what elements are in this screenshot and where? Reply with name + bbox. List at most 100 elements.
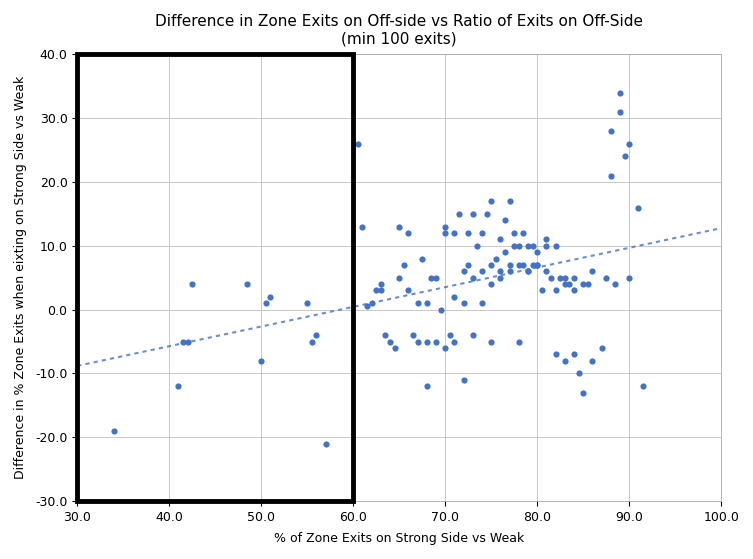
Point [559, 356, 571, 365]
Point [559, 273, 571, 282]
Point [522, 267, 534, 276]
Point [242, 280, 254, 288]
Point [531, 260, 543, 269]
Point [172, 382, 184, 391]
Point [541, 267, 553, 276]
Point [508, 241, 520, 250]
Point [563, 280, 575, 288]
Point [578, 280, 590, 288]
Point [453, 210, 465, 219]
Point [504, 260, 516, 269]
Point [554, 273, 566, 282]
Point [412, 299, 424, 307]
Point [181, 337, 194, 346]
Point [587, 356, 599, 365]
Point [430, 337, 442, 346]
Point [572, 369, 584, 378]
Point [513, 260, 525, 269]
Point [541, 241, 553, 250]
Point [416, 254, 428, 263]
Point [439, 222, 451, 231]
Point [637, 382, 649, 391]
Point [485, 337, 497, 346]
Point [536, 286, 548, 295]
Point [513, 241, 525, 250]
Point [618, 152, 630, 161]
Point [526, 241, 538, 250]
Point [499, 248, 511, 257]
Point [623, 139, 636, 148]
Point [508, 229, 520, 238]
Point [545, 273, 557, 282]
Point [614, 107, 626, 116]
Point [568, 273, 580, 282]
Point [458, 267, 470, 276]
Point [495, 267, 507, 276]
Point [596, 343, 608, 352]
Point [462, 229, 474, 238]
Point [517, 229, 529, 238]
Point [421, 382, 433, 391]
Point [407, 331, 419, 340]
Point [361, 302, 373, 311]
Point [375, 280, 387, 288]
Point [485, 280, 497, 288]
Point [476, 299, 488, 307]
Title: Difference in Zone Exits on Off-side vs Ratio of Exits on Off-Side
(min 100 exit: Difference in Zone Exits on Off-side vs … [155, 14, 643, 46]
Point [352, 139, 364, 148]
Point [108, 427, 120, 435]
Point [402, 286, 414, 295]
Point [384, 337, 396, 346]
Point [480, 210, 492, 219]
Point [421, 299, 433, 307]
Point [458, 299, 470, 307]
Point [412, 337, 424, 346]
Point [393, 222, 405, 231]
Point [568, 350, 580, 359]
Point [467, 331, 479, 340]
X-axis label: % of Zone Exits on Strong Side vs Weak: % of Zone Exits on Strong Side vs Weak [274, 532, 524, 545]
Point [467, 273, 479, 282]
Point [568, 286, 580, 295]
Point [356, 222, 368, 231]
Point [517, 260, 529, 269]
Point [310, 331, 322, 340]
Point [531, 260, 543, 269]
Point [600, 273, 612, 282]
Point [430, 273, 442, 282]
Point [370, 286, 383, 295]
Point [550, 286, 562, 295]
Point [439, 229, 451, 238]
Point [467, 210, 479, 219]
Point [393, 273, 405, 282]
Point [633, 203, 645, 212]
Point [489, 254, 501, 263]
Point [609, 280, 621, 288]
Point [255, 356, 267, 365]
Point [177, 337, 189, 346]
Point [550, 241, 562, 250]
Point [522, 267, 534, 276]
Point [448, 292, 460, 301]
Point [504, 267, 516, 276]
Point [434, 305, 447, 314]
Point [448, 229, 460, 238]
Point [541, 235, 553, 244]
Point [485, 260, 497, 269]
Point [605, 126, 617, 135]
Point [306, 337, 318, 346]
Point [559, 280, 571, 288]
Point [462, 260, 474, 269]
Point [398, 260, 410, 269]
Point [476, 267, 488, 276]
Point [623, 273, 636, 282]
Point [402, 229, 414, 238]
Point [425, 273, 437, 282]
Point [582, 280, 594, 288]
Point [421, 337, 433, 346]
Bar [78, 54, 353, 501]
Point [458, 375, 470, 384]
Point [380, 331, 392, 340]
Point [522, 241, 534, 250]
Point [375, 286, 387, 295]
